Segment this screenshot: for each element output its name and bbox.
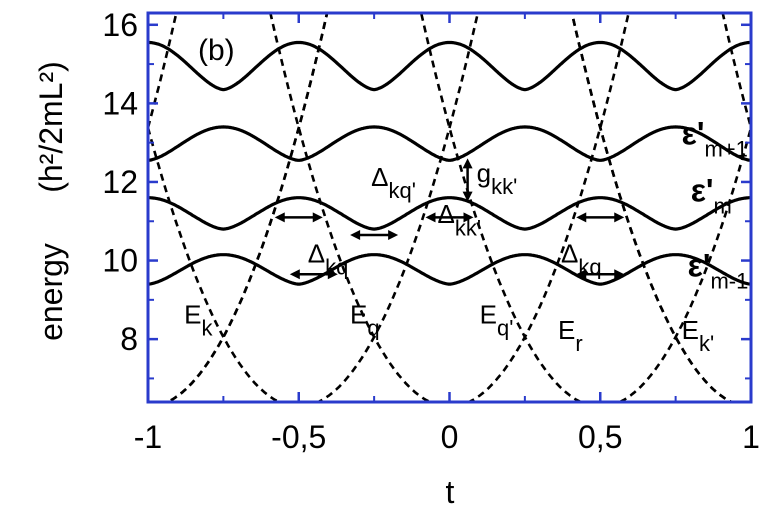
x-tick-label-3: 0,5 [578,419,622,455]
band-1 [148,253,751,286]
annotation-layer: Δkq Δkq' Δkk'gkk' Δkq Ek Eq Eq' Er Ek' ε'm+1 ε'm ε'… [184,116,748,357]
y-axis-label-main: energy [33,243,69,341]
ticks-layer: -1 -0,5 0 0,5 1 8 10 12 14 16 [102,7,759,455]
annotation-1: Δkq [308,239,349,280]
gap-arrow-2 [350,230,399,241]
y-axis-label: energy (h²/2mL²) [33,61,69,341]
y-tick-label-4: 16 [102,7,138,43]
band-label-2: ε'm [691,173,732,219]
gap-arrow-1 [274,212,323,223]
dashed-parabola-4-2 [419,13,751,402]
annotation-6: Ek [184,299,213,340]
gap-arrow-3 [425,212,474,223]
x-axis-label: t [446,474,455,510]
annotation-10: Ek' [682,315,715,356]
y-tick-label-0: 8 [120,321,138,357]
x-tick-label-4: 1 [742,419,759,455]
arrows-layer [274,158,625,280]
dashed-parabola-2-2 [148,13,480,402]
annotation-9: Er [558,315,583,356]
annotation-7: Eq [350,299,380,340]
annotation-2: Δkq' [371,162,416,203]
band-label-1: ε'm+1 [682,116,748,162]
annotation-8: Eq' [480,299,514,340]
y-tick-label-3: 14 [102,85,138,121]
gap-arrow-6 [576,269,625,280]
g-arrow [462,158,473,202]
annotation-3: Δkk' [437,199,481,240]
annotation-5: Δkq [561,239,602,280]
x-tick-label-0: -1 [134,419,162,455]
band-label-3: ε'm-1 [688,247,749,293]
band-3 [148,125,751,162]
x-tick-label-1: -0,5 [271,419,326,455]
gap-arrow-5 [289,269,338,280]
y-tick-label-1: 10 [102,243,138,279]
x-tick-label-2: 0 [441,419,459,455]
annotation-4: gkk' [477,158,518,199]
panel-label: (b) [198,34,235,67]
band-2 [148,196,751,231]
curves-layer [148,13,751,402]
gap-arrow-4 [576,212,625,223]
y-tick-label-2: 12 [102,164,138,200]
band-4 [148,40,751,92]
y-axis-label-unit: (h²/2mL²) [33,61,69,193]
